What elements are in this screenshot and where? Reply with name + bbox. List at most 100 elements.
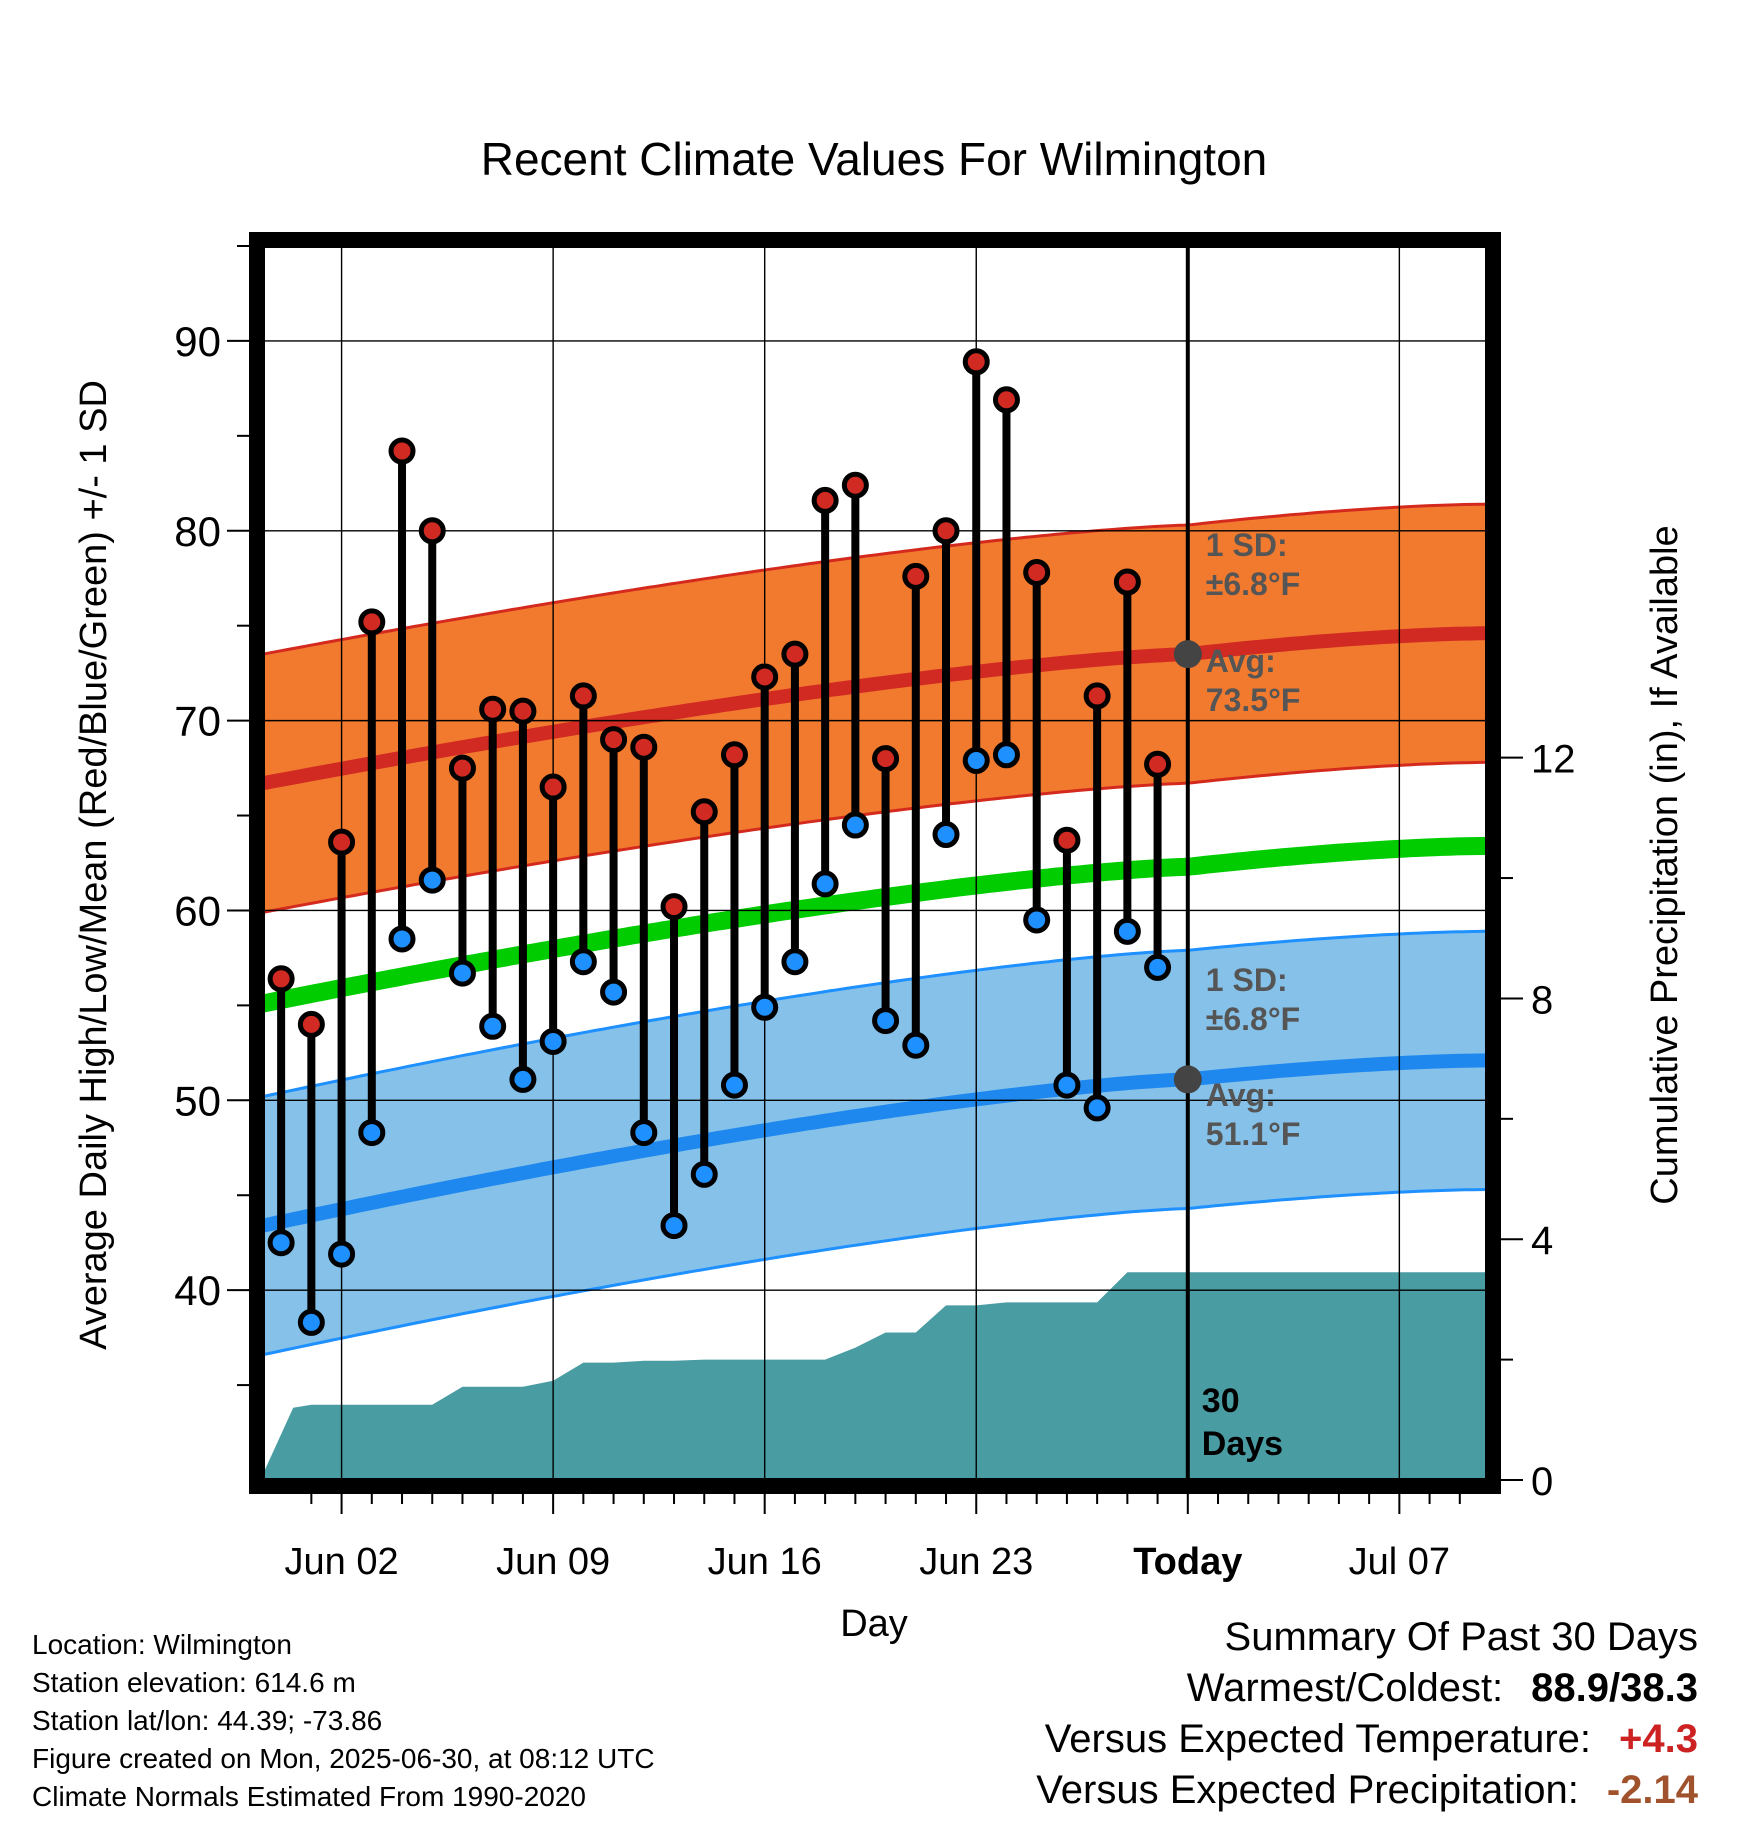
x-tick-label: Today — [1133, 1541, 1242, 1583]
location-text: Location: Wilmington — [32, 1629, 292, 1660]
summary-warmest-row: Warmest/Coldest: 88.9/38.3 — [1036, 1666, 1698, 1717]
high-point — [328, 828, 356, 856]
summary-heading: Summary Of Past 30 Days — [1224, 1615, 1698, 1659]
low-point — [600, 978, 628, 1006]
normal-low-line — [263, 1053, 1487, 1233]
plot-frame — [249, 232, 1501, 1494]
high-point — [297, 1010, 325, 1038]
y-tick-label-left: 40 — [174, 1267, 221, 1314]
low-point — [781, 948, 809, 976]
low-point — [1053, 1071, 1081, 1099]
high-point — [660, 893, 688, 921]
warmest-label: Warmest/Coldest: — [1186, 1666, 1504, 1710]
high-band-upper-edge — [263, 502, 1487, 656]
low-point — [1083, 1094, 1111, 1122]
low-sd-label: 1 SD: — [1206, 962, 1288, 998]
low-point — [1144, 953, 1172, 981]
y-tick-label-left: 70 — [174, 698, 221, 745]
days-count-label: 30 — [1202, 1382, 1240, 1420]
high-point — [1113, 568, 1141, 596]
low-point — [328, 1240, 356, 1268]
summary-precip-row: Versus Expected Precipitation: -2.14 — [1036, 1768, 1698, 1819]
x-axis-label: Day — [840, 1603, 908, 1645]
x-tick-label: Jun 02 — [285, 1541, 399, 1583]
low-point — [479, 1012, 507, 1040]
low-point — [569, 948, 597, 976]
warmest-value: 88.9/38.3 — [1531, 1666, 1698, 1710]
latlon-text: Station lat/lon: 44.39; -73.86 — [32, 1705, 383, 1736]
y-tick-label-left: 90 — [174, 318, 221, 365]
high-band-lower-edge — [263, 760, 1487, 914]
low-band-upper-edge — [263, 929, 1487, 1098]
high-sd-band — [263, 504, 1487, 913]
station-info: Location: Wilmington Station elevation: … — [32, 1626, 655, 1816]
high-avg-label: Avg: — [1206, 643, 1276, 679]
low-point — [509, 1065, 537, 1093]
low-point — [992, 741, 1020, 769]
y-axis-label-left: Average Daily High/Low/Mean (Red/Blue/Gr… — [73, 380, 115, 1350]
y-tick-label-right: 4 — [1531, 1219, 1553, 1263]
y-tick-label-right: 0 — [1531, 1460, 1553, 1504]
high-point — [962, 348, 990, 376]
low-point — [630, 1119, 658, 1147]
temp-departure-value: +4.3 — [1619, 1717, 1698, 1761]
created-text: Figure created on Mon, 2025-06-30, at 08… — [32, 1743, 655, 1774]
high-point — [690, 798, 718, 826]
high-point — [418, 517, 446, 545]
high-point — [1083, 682, 1111, 710]
normal-high-line — [263, 626, 1487, 791]
low-sd-value: ±6.8°F — [1206, 1001, 1300, 1037]
x-tick-label: Jul 07 — [1349, 1541, 1450, 1583]
normals-text: Climate Normals Estimated From 1990-2020 — [32, 1781, 586, 1812]
low-avg-value: 51.1°F — [1206, 1116, 1301, 1152]
high-point — [932, 517, 960, 545]
low-point — [1113, 917, 1141, 945]
high-point — [388, 437, 416, 465]
high-point — [569, 682, 597, 710]
low-point — [932, 821, 960, 849]
x-tick-label: Jun 09 — [496, 1541, 610, 1583]
low-band-lower-edge — [263, 1188, 1487, 1357]
high-sd-label: 1 SD: — [1206, 527, 1288, 563]
high-point — [751, 663, 779, 691]
high-point — [1053, 826, 1081, 854]
low-avg-label: Avg: — [1206, 1077, 1276, 1113]
high-point — [600, 726, 628, 754]
precip-departure-value: -2.14 — [1606, 1768, 1698, 1812]
low-point — [388, 925, 416, 953]
y-tick-label-left: 60 — [174, 887, 221, 934]
temp-label: Versus Expected Temperature: — [1044, 1717, 1592, 1761]
high-point — [539, 773, 567, 801]
low-point — [902, 1031, 930, 1059]
high-point — [902, 562, 930, 590]
summary-temp-row: Versus Expected Temperature: +4.3 — [1036, 1717, 1698, 1768]
y-tick-label-right: 12 — [1531, 738, 1576, 782]
high-point — [1023, 559, 1051, 587]
low-point — [751, 993, 779, 1021]
low-point — [297, 1308, 325, 1336]
y-axis-label-right: Cumulative Precipitation (in), If Availa… — [1644, 525, 1686, 1204]
high-point — [267, 965, 295, 993]
low-point — [660, 1212, 688, 1240]
today-high-normal-marker — [1173, 640, 1202, 669]
high-point — [630, 733, 658, 761]
low-point — [720, 1071, 748, 1099]
y-tick-label-right: 8 — [1531, 978, 1553, 1022]
high-point — [358, 608, 386, 636]
low-point — [267, 1229, 295, 1257]
today-low-normal-marker — [1173, 1065, 1202, 1094]
high-point — [811, 486, 839, 514]
y-tick-label-left: 50 — [174, 1077, 221, 1124]
low-point — [841, 811, 869, 839]
low-point — [872, 1007, 900, 1035]
high-point — [479, 695, 507, 723]
high-point — [992, 386, 1020, 414]
x-tick-label: Jun 23 — [919, 1541, 1033, 1583]
elevation-text: Station elevation: 614.6 m — [32, 1667, 356, 1698]
high-avg-value: 73.5°F — [1206, 682, 1301, 718]
low-point — [962, 746, 990, 774]
precip-area — [263, 1272, 1487, 1480]
low-point — [811, 870, 839, 898]
